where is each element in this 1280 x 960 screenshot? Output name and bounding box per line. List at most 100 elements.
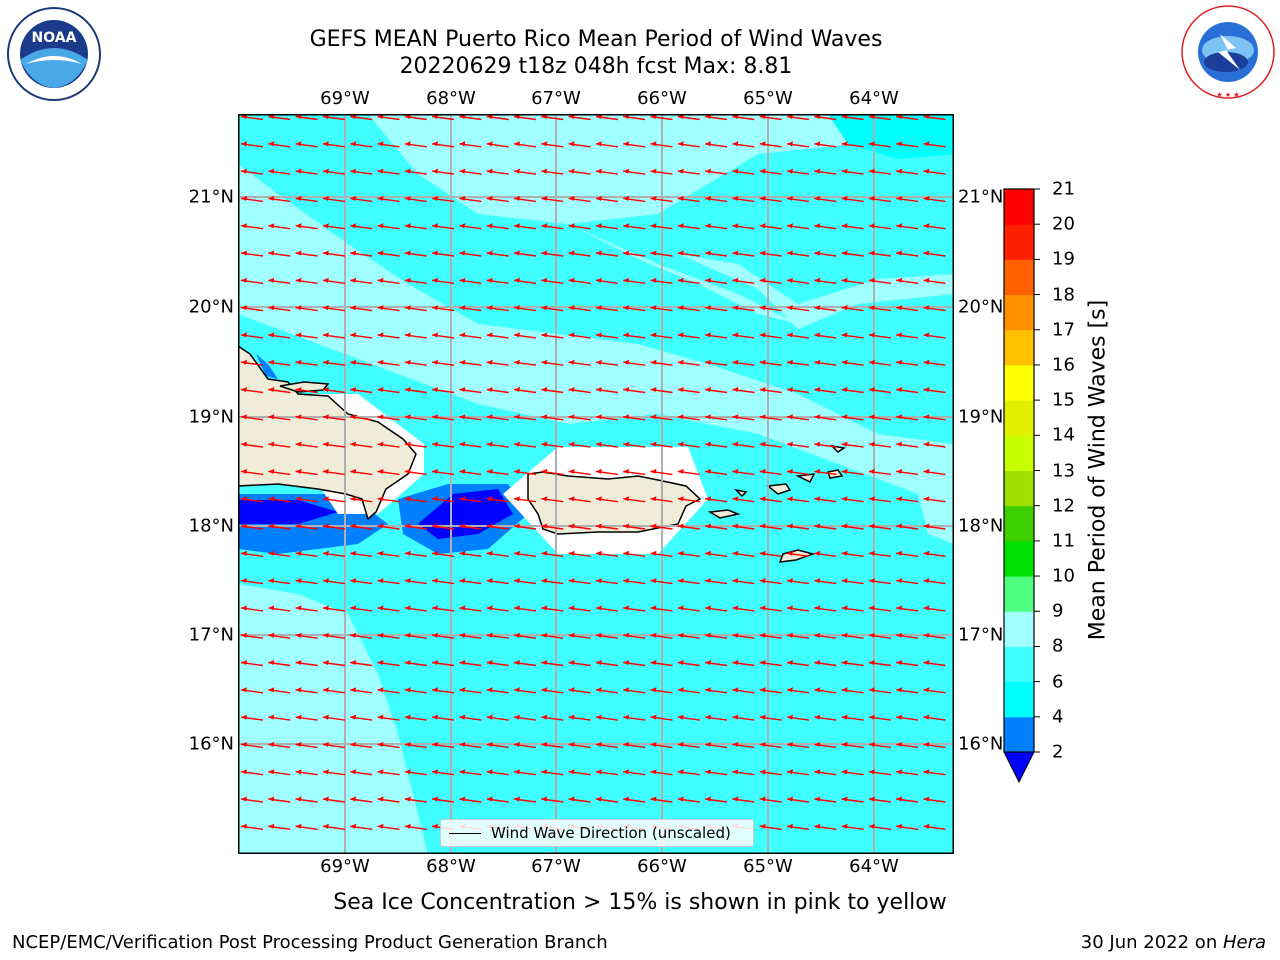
wind-wave-arrow <box>240 687 264 694</box>
wind-wave-arrow <box>404 223 427 230</box>
lat-tick: 18°N <box>188 515 234 537</box>
wind-wave-arrow <box>513 250 537 257</box>
wind-wave-arrow <box>705 195 728 203</box>
wind-wave-arrow <box>432 796 455 803</box>
wind-wave-arrow <box>841 441 864 448</box>
wind-wave-arrow <box>541 359 564 366</box>
wind-wave-arrow <box>786 496 810 503</box>
wind-wave-arrow <box>404 168 427 175</box>
wind-wave-arrow <box>868 277 891 284</box>
wind-wave-arrow <box>896 823 919 830</box>
colorbar-tick-label: 6 <box>1052 671 1064 693</box>
wind-wave-arrow <box>513 359 537 366</box>
wind-wave-arrow <box>568 277 591 284</box>
wind-wave-arrow <box>513 332 537 339</box>
colorbar-segment <box>1004 435 1034 471</box>
wind-wave-arrow <box>923 359 946 366</box>
colorbar-segment <box>1004 716 1034 753</box>
wind-wave-arrow <box>486 660 509 667</box>
wind-wave-arrow <box>786 550 810 557</box>
wind-wave-arrow <box>541 168 564 175</box>
wind-wave-arrow <box>896 168 919 175</box>
wind-wave-arrow <box>486 359 509 366</box>
wind-wave-arrow <box>568 387 591 394</box>
wind-wave-arrow <box>322 332 345 339</box>
wind-wave-arrow <box>732 250 755 257</box>
wind-wave-arrow <box>650 277 673 284</box>
colorbar-tick-label: 15 <box>1052 389 1075 411</box>
wind-wave-arrow <box>377 223 400 230</box>
wind-wave-arrow <box>759 168 782 175</box>
wind-wave-arrow <box>432 141 455 148</box>
wind-wave-arrow <box>432 305 455 312</box>
wind-wave-arrow <box>868 796 891 803</box>
wind-wave-arrow <box>841 578 864 585</box>
legend-line-sample <box>449 832 481 834</box>
colorbar-tick-label: 11 <box>1052 530 1075 552</box>
wind-wave-arrow <box>732 168 755 175</box>
lon-tick: 64°W <box>849 88 899 109</box>
wind-wave-arrow <box>705 305 728 312</box>
wind-wave-arrow <box>759 741 782 749</box>
wind-wave-arrow <box>896 550 919 557</box>
wind-wave-arrow <box>486 441 509 448</box>
wind-wave-arrow <box>268 605 291 612</box>
wind-wave-arrow <box>677 168 700 175</box>
wind-wave-arrow <box>732 223 755 230</box>
wind-wave-arrow <box>568 305 591 312</box>
wind-wave-arrow <box>896 305 919 312</box>
wind-wave-arrow <box>377 769 400 776</box>
wind-wave-arrow <box>814 632 837 639</box>
wind-wave-arrow <box>650 769 673 776</box>
wind-wave-arrow <box>322 660 345 667</box>
wind-wave-arrow <box>814 660 837 667</box>
wind-wave-arrow <box>459 277 482 284</box>
wind-wave-arrow <box>404 523 427 530</box>
wind-wave-arrow <box>432 605 455 612</box>
wind-wave-arrow <box>623 441 646 448</box>
wind-wave-arrow <box>814 387 837 394</box>
wind-wave-arrow <box>432 223 455 230</box>
wind-wave-arrow <box>623 305 646 312</box>
wind-wave-arrow <box>295 414 318 421</box>
lon-tick: 66°W <box>637 88 687 109</box>
colorbar-tick-label: 4 <box>1052 706 1064 728</box>
wind-wave-arrow <box>404 141 427 148</box>
wind-wave-arrow <box>623 660 646 667</box>
colorbar-segment <box>1004 400 1034 436</box>
wind-wave-arrow <box>896 660 919 667</box>
wind-wave-arrow <box>486 714 509 721</box>
wind-wave-arrow <box>404 550 427 557</box>
wind-wave-arrow <box>568 660 591 667</box>
wind-wave-arrow <box>923 441 946 448</box>
wind-wave-arrow <box>786 660 810 667</box>
wind-wave-arrow <box>786 277 810 284</box>
wind-wave-arrow <box>896 741 919 749</box>
wind-wave-arrow <box>322 223 345 230</box>
wind-wave-arrow <box>595 141 618 148</box>
colorbar-segment <box>1004 364 1034 401</box>
wind-wave-arrow <box>896 441 919 448</box>
wind-wave-arrow <box>568 578 591 585</box>
wind-wave-arrow <box>814 168 837 175</box>
colorbar-segment <box>1004 189 1034 225</box>
colorbar-tick-label: 10 <box>1052 565 1075 587</box>
wind-wave-arrow <box>650 441 673 448</box>
wind-wave-arrow <box>377 660 400 667</box>
wind-wave-arrow <box>377 277 400 284</box>
wind-wave-arrow <box>541 796 564 803</box>
wind-wave-arrow <box>377 796 400 803</box>
wind-wave-arrow <box>513 168 537 175</box>
chart-title: GEFS MEAN Puerto Rico Mean Period of Win… <box>309 27 883 52</box>
colorbar-segment <box>1004 505 1034 542</box>
wind-wave-arrow <box>786 714 810 721</box>
wind-wave-arrow <box>322 687 345 694</box>
wind-wave-arrow <box>814 414 837 421</box>
colorbar-tick-label: 14 <box>1052 424 1075 446</box>
wind-wave-arrow <box>350 741 373 749</box>
footer-date-text: 30 Jun 2022 on <box>1080 932 1223 953</box>
wind-wave-arrow <box>923 632 946 639</box>
wind-wave-arrow <box>568 468 591 476</box>
wind-wave-arrow <box>868 332 891 339</box>
wind-wave-arrow <box>814 223 837 230</box>
